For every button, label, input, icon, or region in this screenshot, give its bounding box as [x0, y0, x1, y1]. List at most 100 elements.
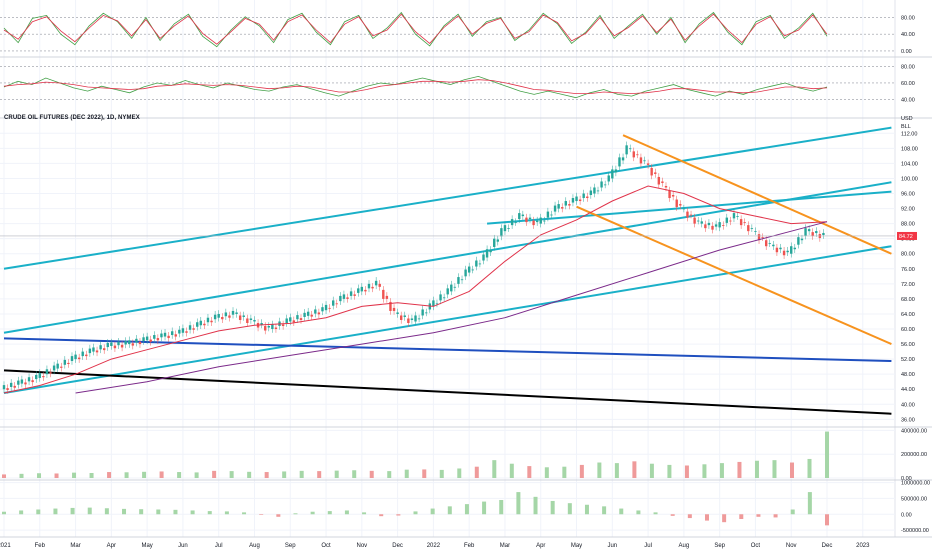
pane-volume: 400000.00 200000.00 0.00	[0, 428, 927, 482]
oscillator-bar	[636, 510, 641, 515]
candle-body	[149, 339, 152, 342]
candle-body	[60, 366, 63, 368]
trendline-channel-lower	[3, 245, 892, 394]
candle-body	[450, 284, 453, 292]
candle-body	[110, 342, 113, 346]
rsi-series-line	[3, 75, 828, 99]
candle-body	[689, 214, 693, 216]
candle-body	[439, 294, 442, 301]
candle-body	[629, 148, 632, 150]
candle-body	[578, 199, 582, 202]
candle-body	[314, 309, 317, 314]
candle-body	[500, 228, 503, 237]
candle-body	[693, 217, 696, 224]
y-tick-label: 112.00	[901, 131, 917, 137]
oscillator-bar	[2, 511, 6, 515]
candle-body	[135, 338, 138, 343]
oscillator-bar	[825, 514, 830, 526]
oscillator-bar	[104, 508, 109, 515]
candle-body	[664, 185, 668, 188]
x-tick-label: 2022	[427, 543, 441, 549]
candle-body	[6, 388, 9, 390]
y-tick-label: 52.00	[901, 357, 915, 363]
candle-body	[27, 377, 31, 382]
y-tick-label: 100.00	[901, 176, 918, 182]
candle-body	[671, 195, 675, 197]
oscillator-bar	[139, 509, 144, 515]
candle-body	[17, 380, 20, 385]
volume-bar	[159, 471, 164, 478]
candle-body	[49, 372, 52, 374]
candle-body	[153, 335, 156, 339]
y-tick-label: 72.00	[901, 282, 915, 288]
trendline-channel-mid2	[486, 190, 892, 225]
candle-body	[392, 307, 396, 311]
candle-body	[467, 266, 471, 273]
candle-body	[174, 334, 177, 337]
trendline-black	[3, 369, 892, 415]
volume-bar	[737, 461, 742, 478]
oscillator-bar	[567, 503, 572, 515]
volume-bar	[474, 466, 479, 478]
candle-body	[528, 217, 532, 220]
y-tick-label: 80.00	[901, 16, 915, 22]
volume-bar	[562, 466, 567, 478]
candle-body	[113, 345, 117, 349]
candle-body	[722, 225, 725, 226]
oscillator-bar	[70, 507, 75, 515]
candle-body	[711, 225, 714, 230]
chart-title: CRUDE OIL FUTURES (DEC 2022), 1D, NYMEX	[4, 115, 140, 121]
oscillator-bar	[499, 500, 504, 515]
candle-body	[289, 317, 292, 322]
candle-body	[535, 220, 539, 223]
candle-body	[142, 337, 145, 342]
candle-body	[267, 326, 270, 328]
candle-body	[238, 315, 242, 320]
candle-body	[754, 231, 757, 232]
pane-price: 112.00 108.00 104.00 100.00 96.00 92.00 88.00 8…	[0, 116, 918, 423]
candle-body	[414, 315, 417, 322]
volume-bar	[54, 473, 59, 478]
candle-body	[790, 246, 793, 254]
candle-body	[303, 312, 306, 317]
candle-body	[217, 313, 220, 318]
candle-body	[342, 294, 346, 299]
x-tick-label: Dec	[822, 543, 833, 549]
candle-body	[460, 279, 464, 281]
x-tick-label: May	[141, 543, 152, 549]
y-tick-label: 40.00	[901, 97, 915, 103]
volume-bar	[807, 458, 812, 478]
candle-body	[163, 332, 167, 337]
volume-bar	[509, 463, 514, 478]
volume-bar	[579, 464, 584, 478]
volume-bar	[369, 470, 374, 478]
volume-bar	[177, 472, 182, 478]
candle-body	[618, 157, 621, 167]
y-tick-label: 96.00	[901, 192, 915, 198]
candle-body	[453, 286, 457, 288]
volume-bar	[614, 463, 619, 478]
candle-body	[543, 220, 546, 222]
candle-body	[700, 221, 703, 224]
candle-body	[757, 234, 761, 241]
volume-bar	[772, 460, 777, 478]
candle-body	[811, 232, 814, 237]
y-tick-label: 104.00	[901, 161, 918, 167]
volume-bar	[72, 472, 77, 478]
candle-body	[396, 312, 399, 314]
candle-body	[364, 289, 367, 292]
y-tick-label: 92.00	[901, 207, 915, 213]
y-tick-label: 76.00	[901, 267, 915, 273]
candle-body	[775, 247, 779, 253]
x-tick-label: Apr	[536, 543, 545, 549]
volume-bar	[667, 464, 672, 478]
candle-body	[228, 315, 231, 318]
volume-bar	[649, 463, 654, 478]
candle-body	[539, 217, 542, 224]
x-tick-label: Nov	[356, 543, 367, 549]
candle-body	[353, 294, 356, 296]
oscillator-bar	[773, 514, 778, 518]
x-tick-label: Sep	[285, 543, 296, 549]
candle-body	[503, 225, 507, 232]
candle-body	[349, 291, 353, 296]
